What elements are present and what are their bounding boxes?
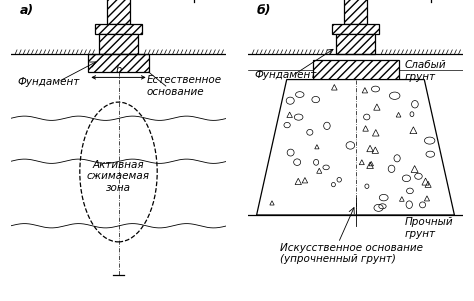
Text: б): б) bbox=[256, 4, 271, 17]
Bar bbox=[344, 0, 367, 24]
Bar bbox=[312, 60, 399, 79]
Bar bbox=[107, 0, 130, 24]
Text: Естественное
основание: Естественное основание bbox=[146, 75, 221, 97]
Text: Фундамент: Фундамент bbox=[255, 70, 317, 80]
Bar bbox=[99, 34, 138, 54]
Text: Прочный
грунт: Прочный грунт bbox=[405, 217, 454, 239]
Text: Активная
сжимаемая
зона: Активная сжимаемая зона bbox=[87, 160, 150, 193]
Bar bbox=[88, 54, 149, 72]
Text: b: b bbox=[115, 65, 122, 75]
Text: Фундамент: Фундамент bbox=[18, 77, 80, 87]
Polygon shape bbox=[256, 79, 455, 215]
Text: Искусственное основание
(упрочненный грунт): Искусственное основание (упрочненный гру… bbox=[280, 243, 423, 265]
Bar bbox=[332, 24, 379, 34]
Bar bbox=[95, 24, 142, 34]
Bar bbox=[336, 34, 375, 54]
Text: а): а) bbox=[19, 4, 34, 17]
Text: Слабый
грунт: Слабый грунт bbox=[405, 60, 447, 82]
